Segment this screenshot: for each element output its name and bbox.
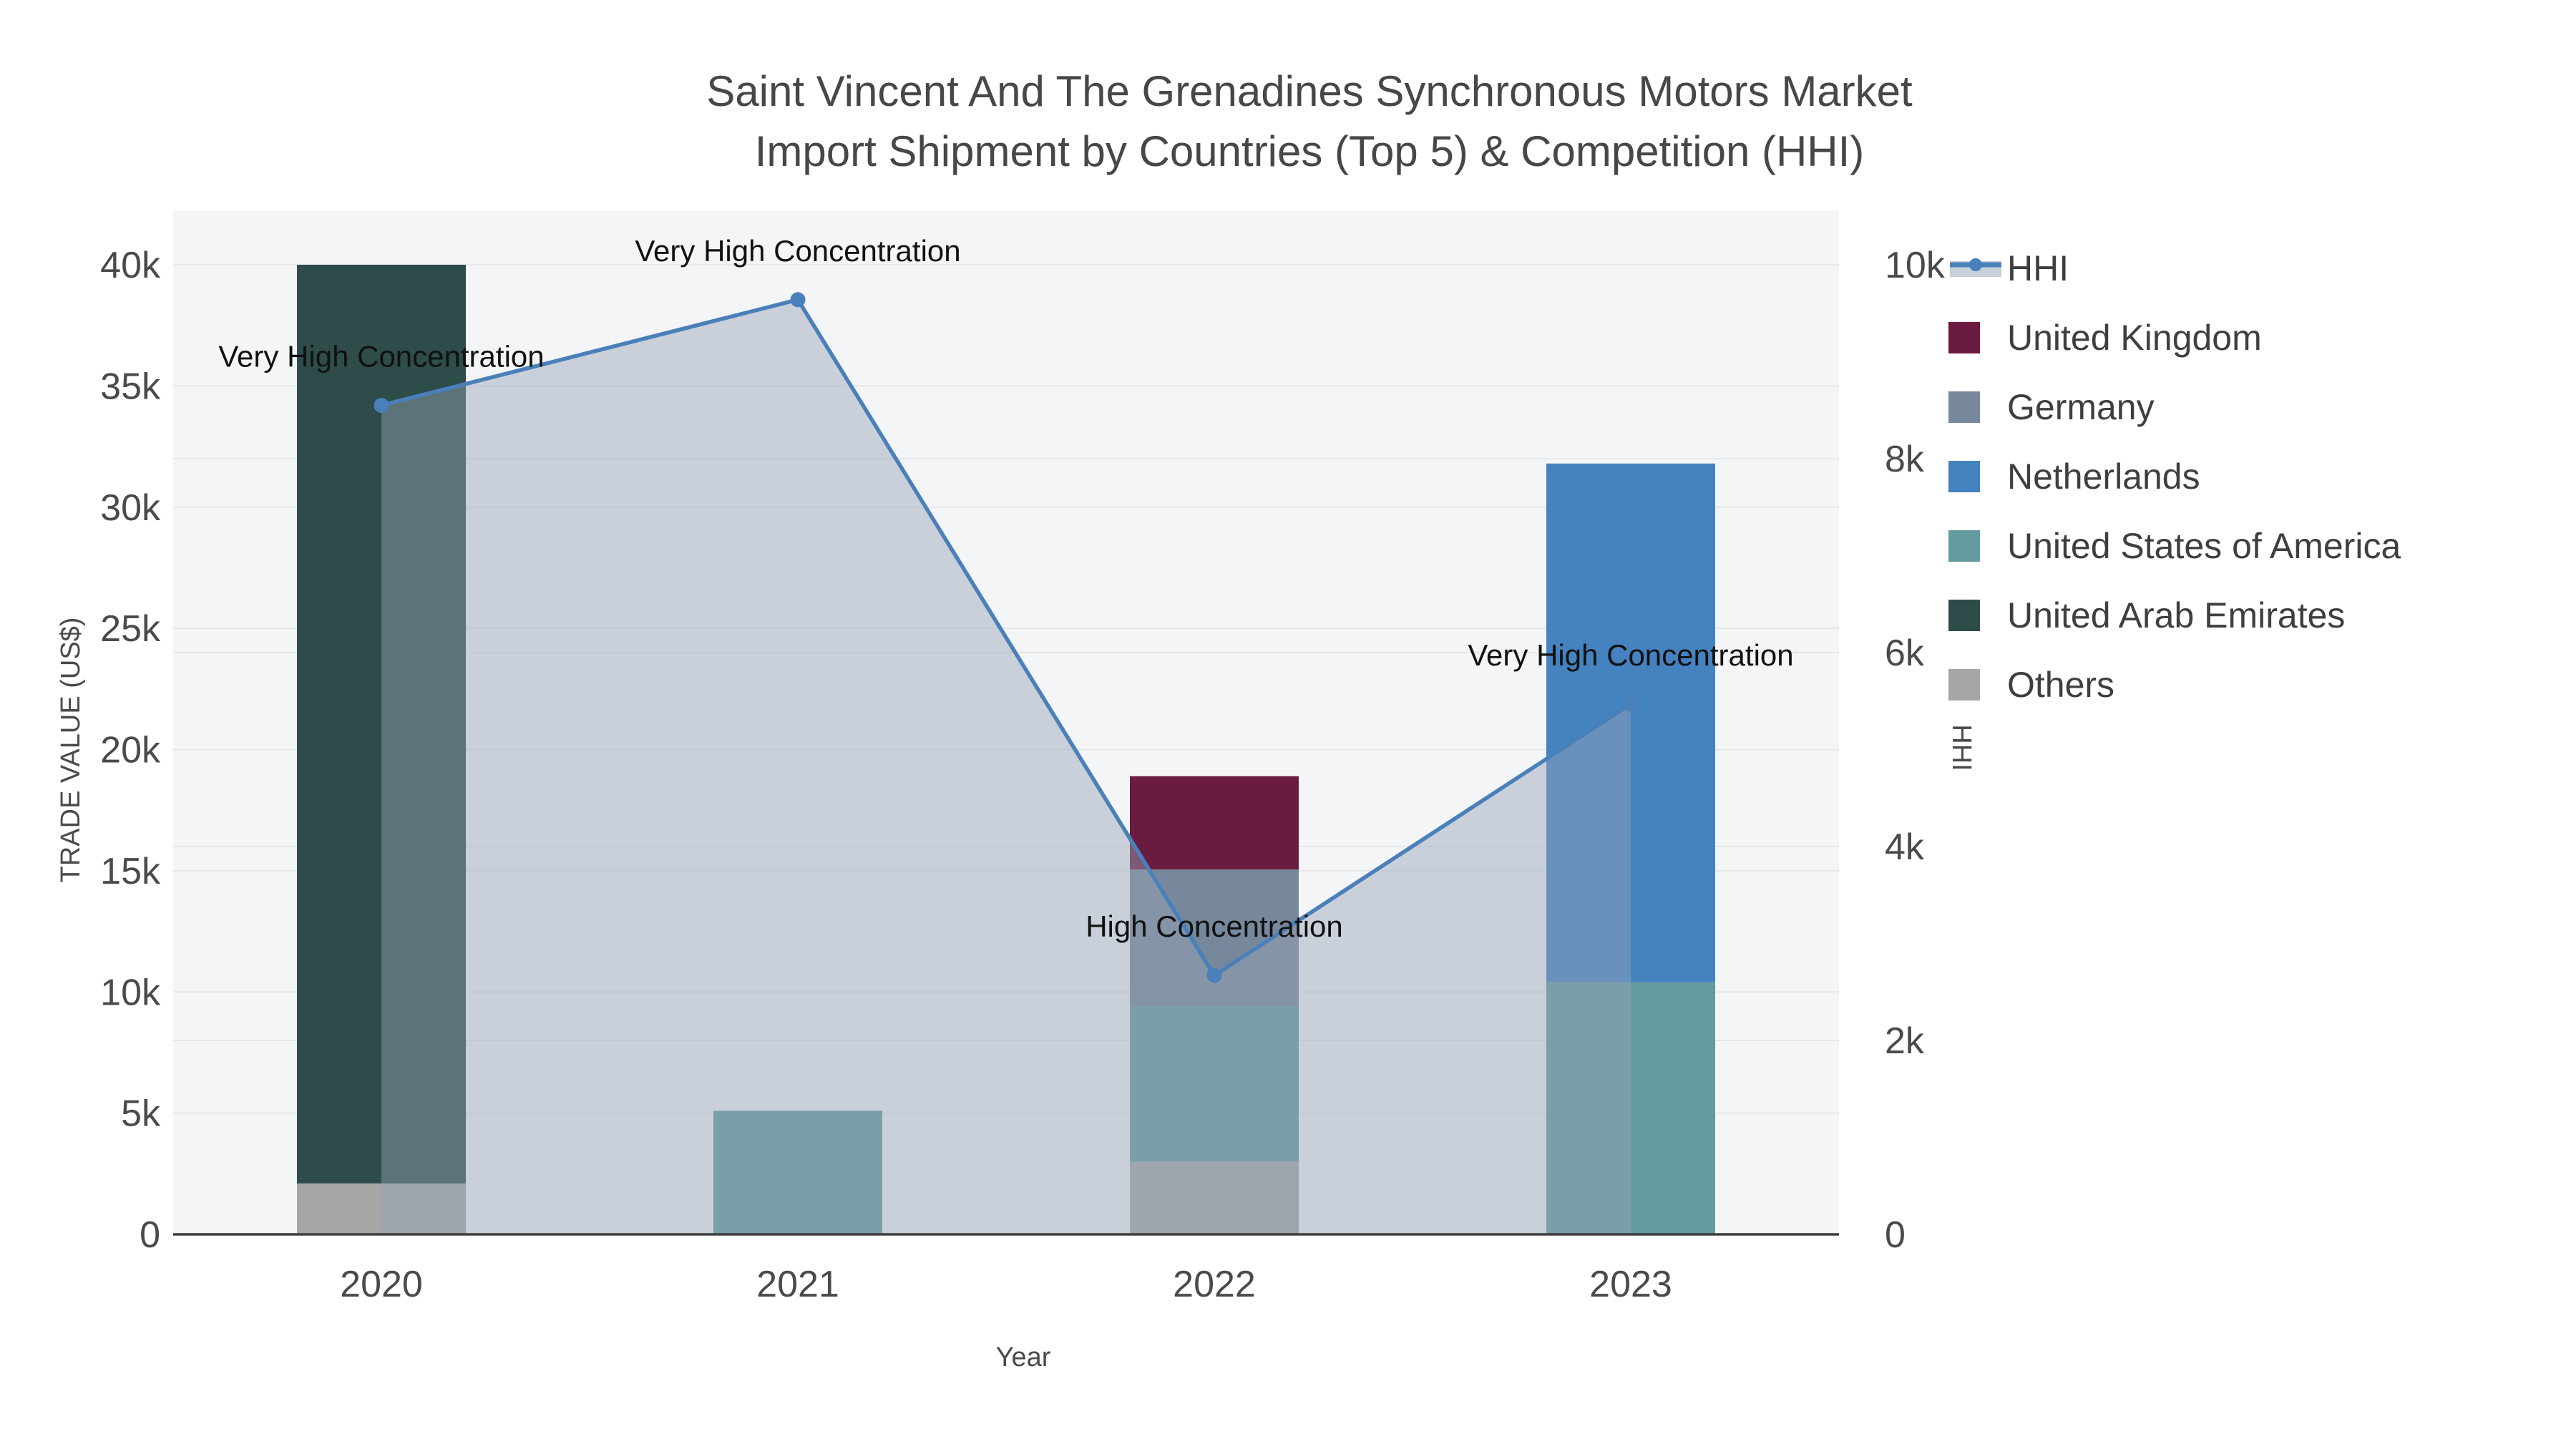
left-tick-25k: 25k	[100, 608, 161, 650]
bar-segment-netherlands-2023[interactable]	[1546, 463, 1715, 982]
left-tick-30k: 30k	[100, 487, 161, 529]
bar-segment-others-2022[interactable]	[1130, 1161, 1299, 1234]
right-tick-4k: 4k	[1885, 826, 1925, 868]
annotation-2021: Very High Concentration	[635, 234, 960, 268]
annotation-2022: High Concentration	[1085, 909, 1343, 943]
hhi-area-fill	[381, 299, 1631, 1234]
left-tick-20k: 20k	[100, 730, 161, 771]
annotation-2020: Very High Concentration	[218, 339, 544, 373]
right-tick-8k: 8k	[1885, 439, 1925, 480]
chart-title-line1: Saint Vincent And The Grenadines Synchro…	[706, 67, 1913, 115]
bar-segment-others-2020[interactable]	[297, 1183, 466, 1234]
hhi-marker-2021[interactable]	[790, 292, 806, 308]
legend-label: Germany	[2007, 386, 2155, 427]
right-tick-0: 0	[1885, 1214, 1906, 1256]
annotation-2023: Very High Concentration	[1468, 638, 1793, 672]
x-axis-title: Year	[995, 1342, 1051, 1372]
hhi-line-swatch-icon	[1948, 251, 2007, 286]
color-swatch-icon	[1948, 460, 2007, 492]
legend-label: Others	[2007, 664, 2115, 705]
hhi-marker-2022[interactable]	[1206, 967, 1222, 983]
legend-item-hhi[interactable]: HHI	[1948, 233, 2401, 303]
hhi-marker-2023[interactable]	[1623, 696, 1639, 712]
legend-item-others[interactable]: Others	[1948, 650, 2401, 719]
bar-segment-united-arab-emirates-2020[interactable]	[297, 265, 466, 1184]
color-swatch-icon	[1948, 391, 2007, 423]
legend: HHI United Kingdom Germany Netherlands Unite…	[1948, 233, 2401, 719]
legend-item-united-kingdom[interactable]: United Kingdom	[1948, 303, 2401, 372]
left-tick-10k: 10k	[100, 972, 161, 1013]
color-swatch-icon	[1948, 530, 2007, 562]
chart-title-line2: Import Shipment by Countries (Top 5) & C…	[754, 127, 1865, 175]
left-axis-title: TRADE VALUE (US$)	[56, 617, 86, 883]
left-tick-0: 0	[140, 1214, 160, 1256]
right-tick-10k: 10k	[1885, 245, 1946, 286]
x-tick-2020: 2020	[340, 1264, 423, 1305]
right-tick-2k: 2k	[1885, 1020, 1925, 1062]
legend-label: HHI	[2007, 248, 2069, 288]
x-tick-2021: 2021	[756, 1264, 839, 1305]
left-tick-40k: 40k	[100, 245, 161, 286]
hhi-line[interactable]	[381, 298, 1632, 977]
left-tick-35k: 35k	[100, 366, 161, 407]
legend-label: United Arab Emirates	[2007, 595, 2346, 635]
legend-label: Netherlands	[2007, 456, 2200, 497]
bar-segment-united-states-of-america-2021[interactable]	[713, 1111, 882, 1234]
x-tick-2022: 2022	[1173, 1264, 1256, 1305]
color-swatch-icon	[1948, 599, 2007, 631]
right-tick-6k: 6k	[1885, 633, 1925, 674]
left-tick-5k: 5k	[121, 1093, 161, 1135]
bar-segment-united-states-of-america-2022[interactable]	[1130, 1006, 1299, 1162]
left-tick-15k: 15k	[100, 851, 161, 892]
bar-segment-united-kingdom-2022[interactable]	[1130, 776, 1299, 870]
legend-item-netherlands[interactable]: Netherlands	[1948, 441, 2401, 511]
color-swatch-icon	[1948, 321, 2007, 353]
x-tick-2023: 2023	[1589, 1264, 1672, 1305]
legend-item-united-states-of-america[interactable]: United States of America	[1948, 511, 2401, 580]
color-swatch-icon	[1948, 668, 2007, 701]
legend-label: United States of America	[2007, 525, 2401, 566]
legend-item-germany[interactable]: Germany	[1948, 372, 2401, 441]
hhi-marker-2020[interactable]	[374, 397, 389, 413]
legend-label: United Kingdom	[2007, 317, 2262, 358]
legend-item-united-arab-emirates[interactable]: United Arab Emirates	[1948, 580, 2401, 650]
bar-segment-united-states-of-america-2023[interactable]	[1546, 982, 1715, 1234]
